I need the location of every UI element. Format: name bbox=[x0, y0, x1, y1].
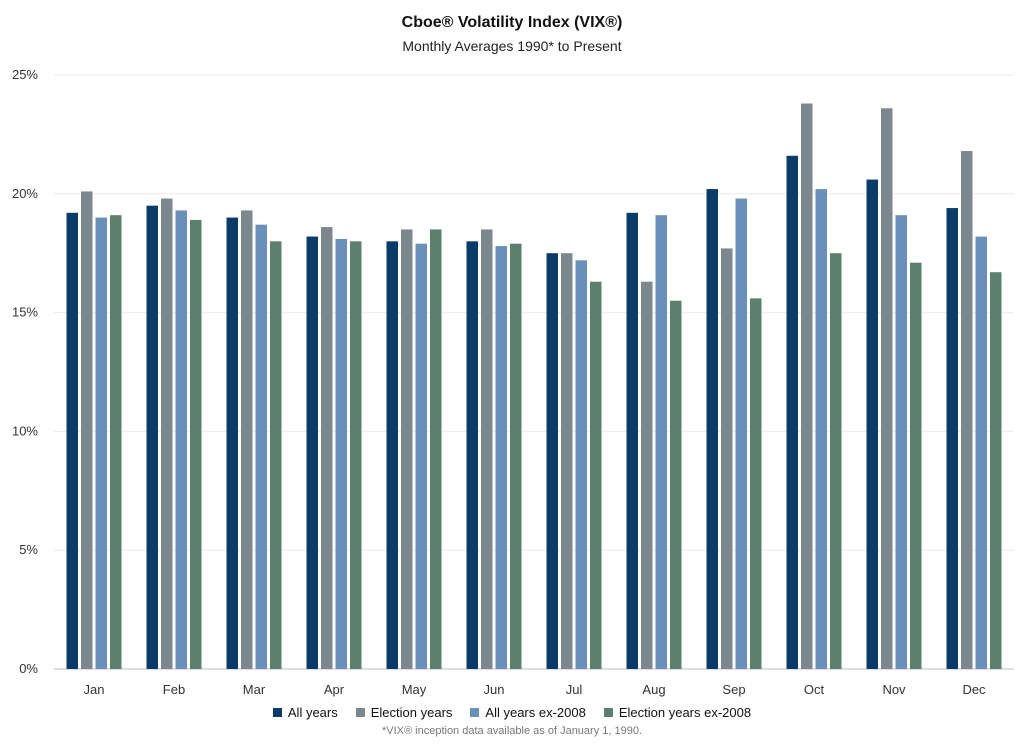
y-tick-label: 10% bbox=[12, 423, 38, 438]
bar-nov-series-1 bbox=[866, 179, 878, 669]
bar-sep-series-2 bbox=[721, 248, 733, 669]
bar-jul-series-1 bbox=[546, 253, 558, 669]
x-tick-label: Apr bbox=[324, 682, 345, 697]
bar-jun-series-4 bbox=[510, 243, 522, 670]
bar-sep-series-1 bbox=[706, 189, 718, 669]
x-tick-label: Aug bbox=[642, 682, 665, 697]
bar-oct-series-2 bbox=[801, 103, 813, 669]
bar-dec-series-1 bbox=[946, 208, 958, 669]
x-tick-label: Jun bbox=[484, 682, 505, 697]
legend-label-election-years: Election years bbox=[370, 705, 453, 720]
legend-label-all-years-ex-2008: All years ex-2008 bbox=[485, 705, 586, 720]
bar-may-series-3 bbox=[415, 243, 427, 670]
bar-apr-series-1 bbox=[306, 236, 318, 669]
x-tick-label: Nov bbox=[882, 682, 906, 697]
legend-label-all-years: All years bbox=[287, 705, 338, 720]
bar-dec-series-2 bbox=[961, 151, 973, 670]
bar-mar-series-1 bbox=[226, 217, 238, 669]
bar-feb-series-3 bbox=[175, 210, 187, 669]
bar-aug-series-4 bbox=[670, 300, 682, 669]
bar-feb-series-2 bbox=[161, 198, 173, 669]
bar-apr-series-2 bbox=[321, 227, 333, 669]
legend-swatch-election-years bbox=[355, 708, 365, 717]
bar-sep-series-4 bbox=[750, 298, 762, 669]
legend-swatch-all-years-ex-2008 bbox=[470, 708, 480, 717]
bar-jul-series-4 bbox=[590, 281, 602, 669]
bar-dec-series-3 bbox=[975, 236, 987, 669]
chart-title: Cboe® Volatility Index (VIX®) bbox=[401, 14, 623, 31]
legend: All years Election years All years ex-20… bbox=[0, 705, 1024, 720]
legend-item-all-years: All years bbox=[272, 705, 338, 720]
bar-jun-series-2 bbox=[481, 229, 493, 669]
bar-may-series-1 bbox=[386, 241, 398, 669]
bar-chart: 0% 5% 10% 15% 20% 25% Jan Feb Mar Apr May Jun Jul Aug… bbox=[12, 67, 1014, 697]
legend-label-election-years-ex-2008: Election years ex-2008 bbox=[618, 705, 752, 720]
bar-nov-series-2 bbox=[881, 108, 893, 670]
y-tick-label: 0% bbox=[19, 661, 38, 676]
bar-dec-series-4 bbox=[990, 272, 1002, 669]
bar-jan-series-3 bbox=[95, 217, 107, 669]
bar-mar-series-4 bbox=[270, 241, 282, 669]
legend-item-election-years: Election years bbox=[355, 705, 453, 720]
x-tick-label: Dec bbox=[962, 682, 986, 697]
bar-jun-series-3 bbox=[495, 246, 507, 669]
legend-swatch-all-years bbox=[272, 708, 282, 717]
y-tick-label: 15% bbox=[12, 305, 38, 320]
bar-mar-series-2 bbox=[241, 210, 253, 669]
bar-feb-series-1 bbox=[146, 205, 158, 669]
bar-aug-series-3 bbox=[655, 215, 667, 669]
bar-aug-series-1 bbox=[626, 212, 638, 670]
footnote: *VIX® inception data available as of Jan… bbox=[381, 725, 643, 737]
bar-oct-series-1 bbox=[786, 155, 798, 669]
bar-apr-series-3 bbox=[335, 238, 347, 669]
bar-nov-series-4 bbox=[910, 262, 922, 669]
bar-jul-series-2 bbox=[561, 253, 573, 669]
bar-oct-series-3 bbox=[815, 189, 827, 669]
bar-sep-series-3 bbox=[735, 198, 747, 669]
x-tick-label: Sep bbox=[722, 682, 745, 697]
y-tick-label: 25% bbox=[12, 67, 38, 82]
y-tick-label: 20% bbox=[12, 186, 38, 201]
bar-jan-series-1 bbox=[66, 212, 78, 670]
x-tick-label: Mar bbox=[243, 682, 266, 697]
x-tick-label: Oct bbox=[804, 682, 825, 697]
legend-swatch-election-years-ex-2008 bbox=[603, 708, 613, 717]
bar-oct-series-4 bbox=[830, 253, 842, 669]
bar-apr-series-4 bbox=[350, 241, 362, 669]
bar-feb-series-4 bbox=[190, 219, 202, 669]
bar-mar-series-3 bbox=[255, 224, 267, 670]
y-tick-label: 5% bbox=[19, 542, 38, 557]
legend-item-all-years-ex-2008: All years ex-2008 bbox=[470, 705, 586, 720]
chart-subtitle: Monthly Averages 1990* to Present bbox=[402, 38, 622, 54]
x-tick-label: Feb bbox=[163, 682, 185, 697]
bar-may-series-4 bbox=[430, 229, 442, 669]
x-tick-label: Jul bbox=[566, 682, 583, 697]
bar-jul-series-3 bbox=[575, 260, 587, 669]
bar-jan-series-4 bbox=[110, 215, 122, 669]
bar-jun-series-1 bbox=[466, 241, 478, 669]
bar-aug-series-2 bbox=[641, 281, 653, 669]
x-tick-label: Jan bbox=[84, 682, 105, 697]
bar-nov-series-3 bbox=[895, 215, 907, 669]
legend-item-election-years-ex-2008: Election years ex-2008 bbox=[603, 705, 752, 720]
x-tick-label: May bbox=[402, 682, 427, 697]
bar-may-series-2 bbox=[401, 229, 413, 669]
bar-jan-series-2 bbox=[81, 191, 93, 669]
